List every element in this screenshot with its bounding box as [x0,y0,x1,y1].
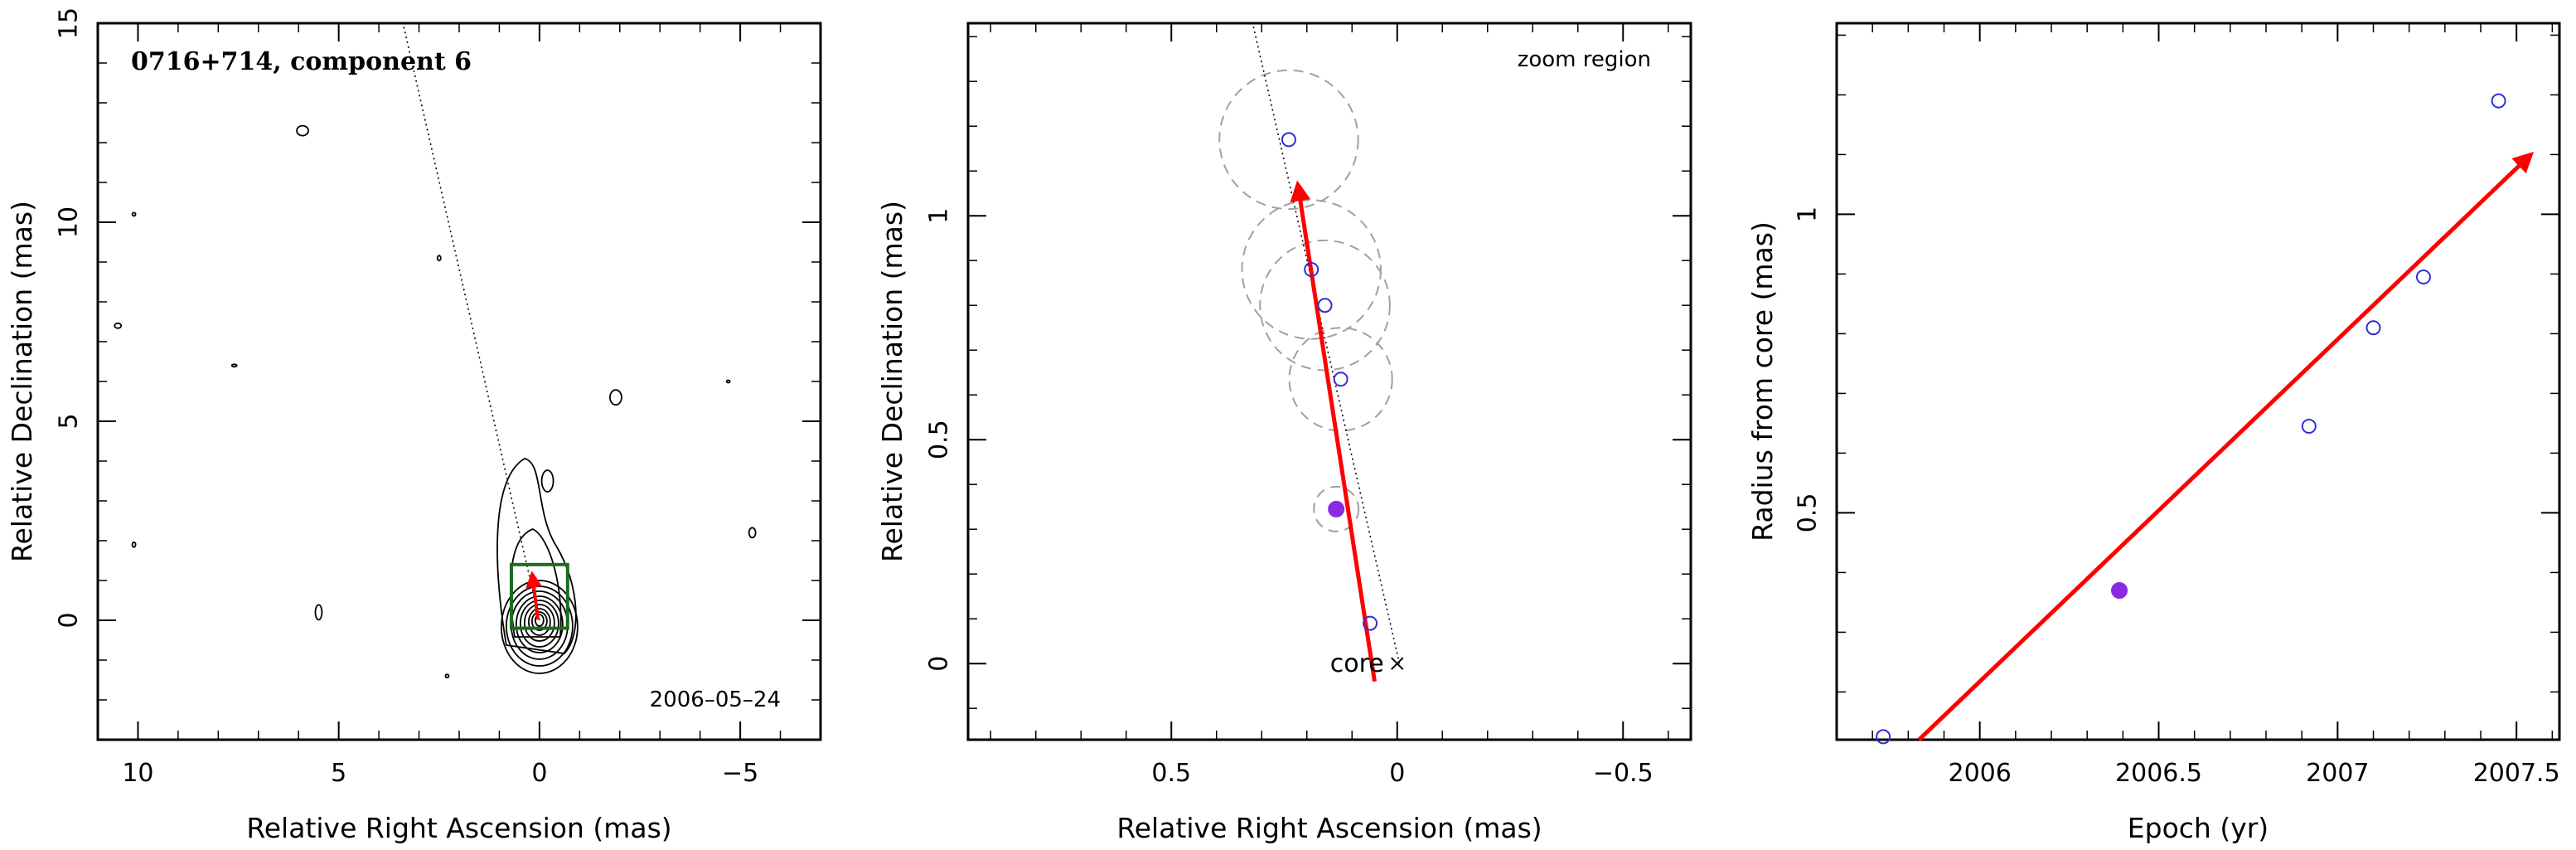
noise-contour [609,389,622,406]
x-tick-label: −5 [722,759,758,788]
panel1-y-axis-title: Relative Declination (mas) [6,201,38,562]
y-tick-label: 0.5 [925,420,954,459]
noise-contour [131,211,137,217]
noise-contour [230,363,238,368]
contour-map [114,22,757,679]
jet-knot-contour [540,469,554,493]
y-tick-label: 0 [55,612,84,628]
core-contour [515,595,564,653]
panel2-frame [966,22,1692,741]
y-tick-label: 5 [55,413,84,429]
zoom-box [509,562,569,630]
y-tick-label: 0.5 [1794,493,1823,533]
error-circle [1288,327,1393,432]
core-contour [534,614,545,627]
epoch-point [1876,729,1891,745]
panel2-ticks: 0.5 0 −0.5 0 0.5 1 [925,23,1691,788]
radius-epoch-marks [1876,93,2535,745]
core-label: core [1330,649,1384,678]
epoch-point [2365,320,2381,336]
x-tick-label: 2006.5 [2115,759,2202,788]
component-position [1363,615,1378,631]
jet-contour [496,458,577,654]
epoch-point [2491,93,2506,109]
x-tick-label: 2007 [2306,759,2369,788]
motion-arrow [1290,180,1377,682]
x-tick-label: −0.5 [1593,759,1654,788]
x-tick-label: 2006 [1948,759,2011,788]
jet-axis-line [1252,22,1401,664]
panel2-x-axis-title: Relative Right Ascension (mas) [1116,812,1542,844]
motion-arrow [525,571,543,620]
panel-contour-map: 10 5 0 −5 0 5 10 15 0716+714, component 6 2006–… [6,7,822,844]
noise-contour [725,379,731,384]
zoom-region-marks [1218,22,1404,682]
noise-contour [314,604,323,621]
component-position [1333,372,1349,387]
panel3-frame [1835,22,2561,741]
component-position [1317,298,1333,313]
core-contour [527,608,551,636]
component-position [1304,262,1319,277]
noise-contour [444,673,450,679]
epoch-point [2301,419,2317,434]
x-tick-label: 2007.5 [2473,759,2560,788]
panel1-x-axis-title: Relative Right Ascension (mas) [246,812,671,844]
panel1-ticks: 10 5 0 −5 0 5 10 15 [55,7,821,788]
epoch-point [2415,270,2431,284]
core-contour [519,600,559,648]
fit-line-arrow [1917,151,2535,741]
epoch-point-current [2111,582,2128,599]
x-tick-label: 10 [122,759,153,788]
x-tick-label: 0 [531,759,547,788]
error-circle [1313,485,1360,532]
y-tick-label: 1 [1794,206,1823,222]
panel1-frame [96,22,822,741]
panel1-title: 0716+714, component 6 [131,47,472,76]
zoom-region-annotation: zoom region [1518,47,1651,72]
panel3-y-axis-title: Radius from core (mas) [1746,221,1779,542]
panel-zoom-region: 0.5 0 −0.5 0 0.5 1 zoom region core Relative … [876,22,1692,844]
panel1-date-label: 2006–05–24 [650,687,781,712]
y-tick-label: 10 [55,206,84,238]
component-position-current [1328,500,1345,517]
error-circle [1241,199,1382,340]
core-contour [523,604,555,642]
noise-contour [131,541,137,548]
panel3-ticks: 2006 2006.5 2007 2007.5 0.5 1 [1794,23,2560,788]
noise-contour [296,124,309,137]
noise-contour [436,255,442,262]
x-tick-label: 0.5 [1151,759,1191,788]
panel-radius-vs-epoch: 2006 2006.5 2007 2007.5 0.5 1 Epoch (yr) Radi… [1746,22,2561,844]
error-circle [1218,69,1359,211]
jet-axis-line [402,22,540,621]
y-tick-label: 1 [925,208,954,224]
y-tick-label: 15 [55,7,84,39]
noise-contour [114,322,123,329]
noise-contour [748,527,757,539]
panel3-x-axis-title: Epoch (yr) [2128,812,2269,844]
x-tick-label: 5 [331,759,346,788]
y-tick-label: 0 [925,656,954,672]
x-tick-label: 0 [1389,759,1405,788]
core-marker [1391,657,1404,670]
component-position [1281,132,1296,148]
panel2-y-axis-title: Relative Declination (mas) [876,201,908,562]
core-contour [530,611,548,631]
